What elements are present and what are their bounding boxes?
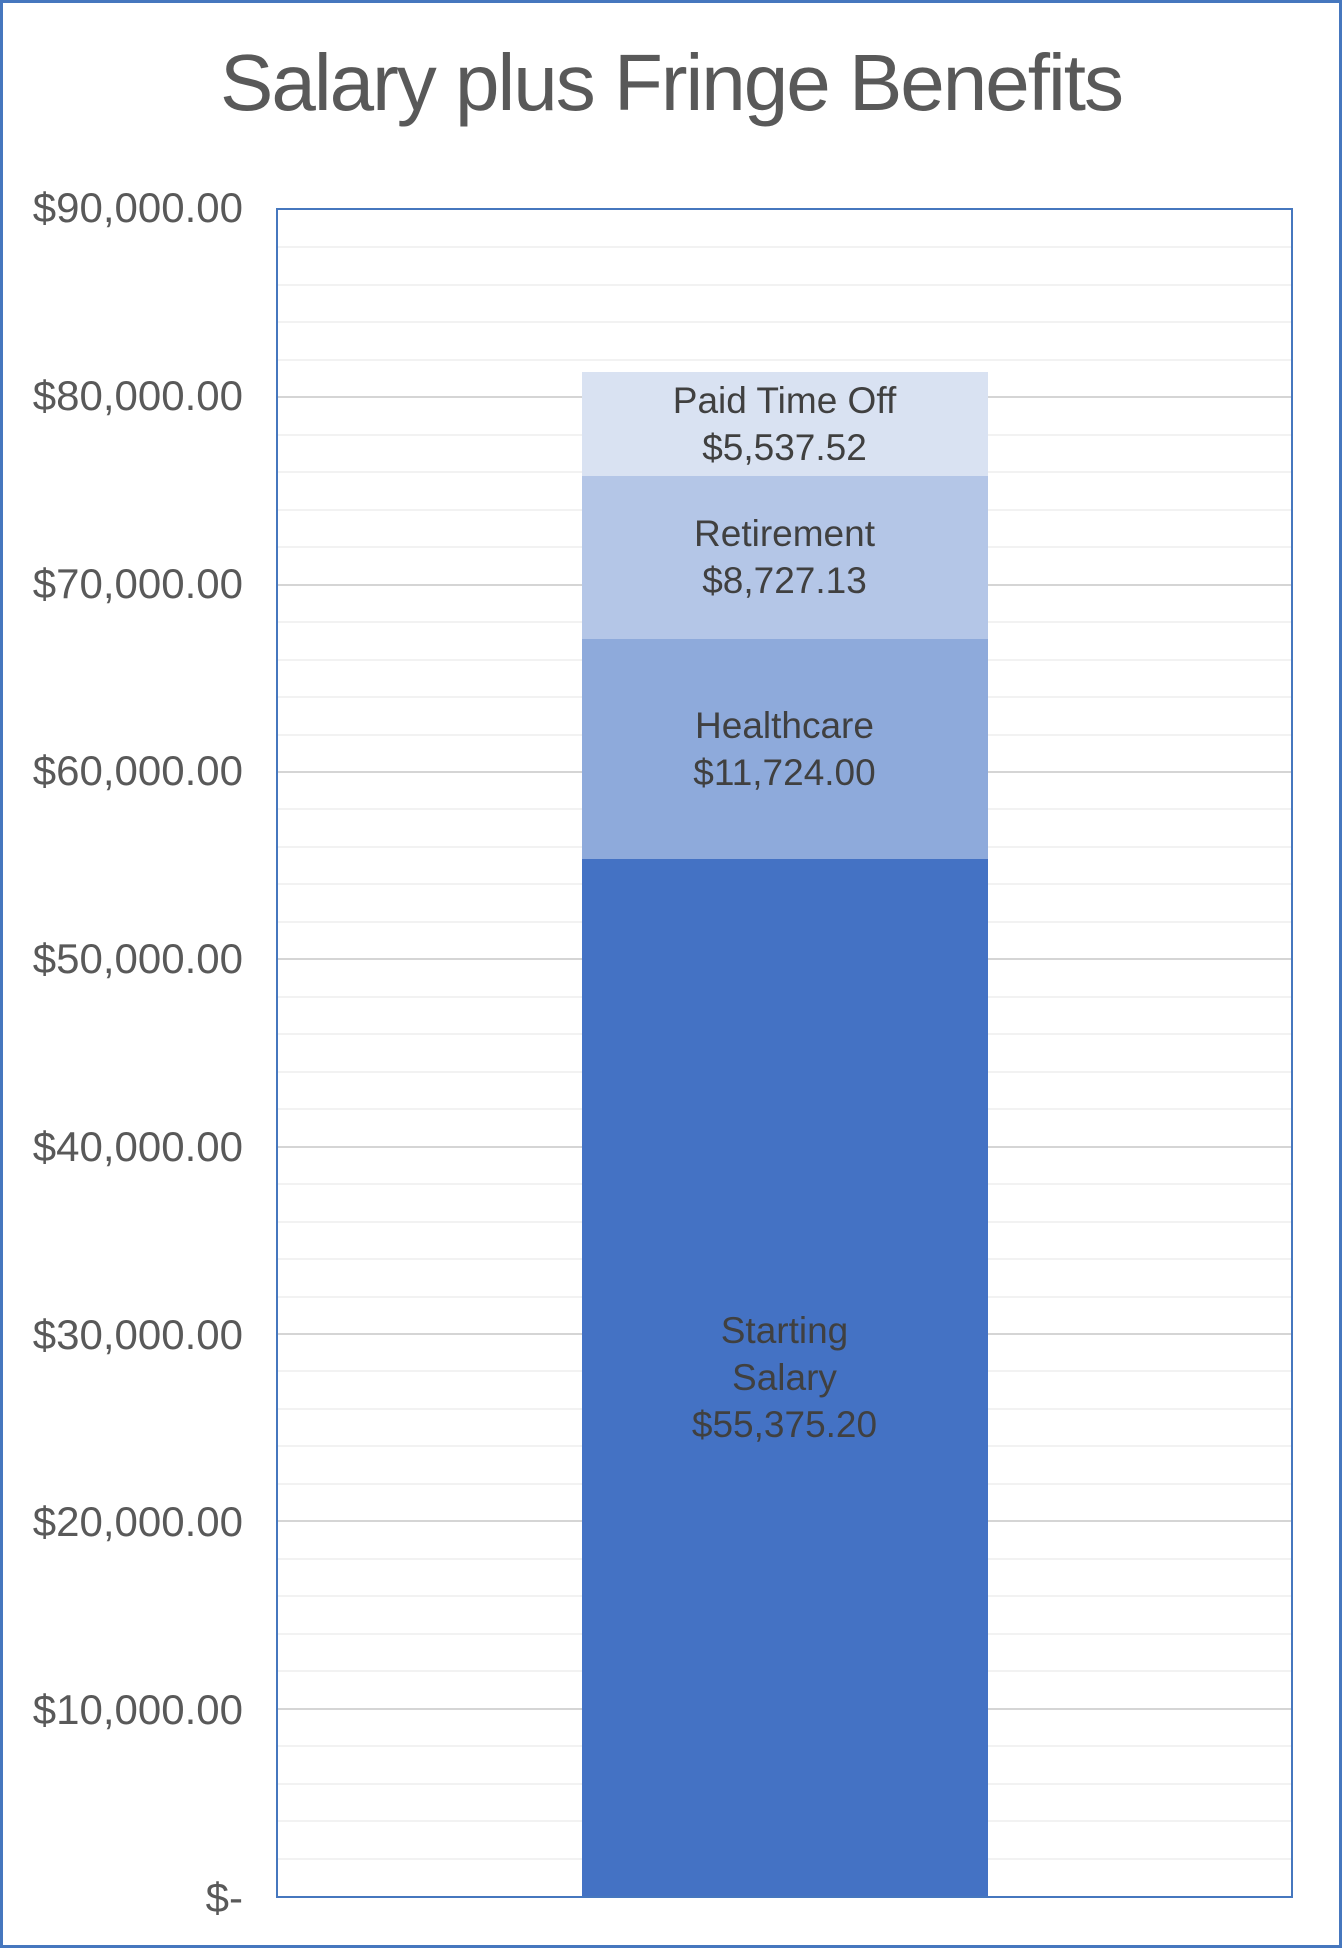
y-axis-tick-label: $50,000.00: [32, 935, 243, 983]
y-axis-tick-label: $10,000.00: [32, 1686, 243, 1734]
data-label-paid-time-off: Paid Time Off $5,537.52: [672, 379, 897, 468]
bar-segment-starting-salary: Starting Salary $55,375.20: [581, 858, 988, 1896]
y-axis-tick-label: $90,000.00: [32, 184, 243, 231]
data-label-starting-salary: Starting Salary $55,375.20: [691, 1309, 878, 1445]
y-axis: $90,000.00 $80,000.00 $70,000.00 $60,000.00…: [3, 184, 243, 1921]
y-axis-tick-label: $-: [205, 1874, 243, 1921]
y-axis-tick-label: $70,000.00: [32, 559, 243, 607]
plot-area: Starting Salary $55,375.20 Healthcare $11,72…: [276, 208, 1293, 1898]
data-label-retirement: Retirement $8,727.13: [694, 513, 875, 602]
stacked-bar: Starting Salary $55,375.20 Healthcare $11,72…: [581, 210, 988, 1896]
y-axis-tick-label: $60,000.00: [32, 747, 243, 795]
y-axis-tick-label: $20,000.00: [32, 1498, 243, 1546]
data-label-healthcare: Healthcare $11,724.00: [693, 704, 876, 793]
y-axis-tick-label: $80,000.00: [32, 371, 243, 419]
y-axis-tick-label: $30,000.00: [32, 1310, 243, 1358]
bar-segment-healthcare: Healthcare $11,724.00: [581, 639, 988, 859]
chart-title: Salary plus Fringe Benefits: [219, 38, 1124, 127]
minor-gridline: [278, 358, 1291, 361]
y-axis-tick-label: $40,000.00: [32, 1122, 243, 1170]
minor-gridline: [278, 283, 1291, 286]
bar-segment-paid-time-off: Paid Time Off $5,537.52: [581, 371, 988, 476]
bar-segment-retirement: Retirement $8,727.13: [581, 475, 988, 640]
minor-gridline: [278, 246, 1291, 249]
minor-gridline: [278, 321, 1291, 324]
